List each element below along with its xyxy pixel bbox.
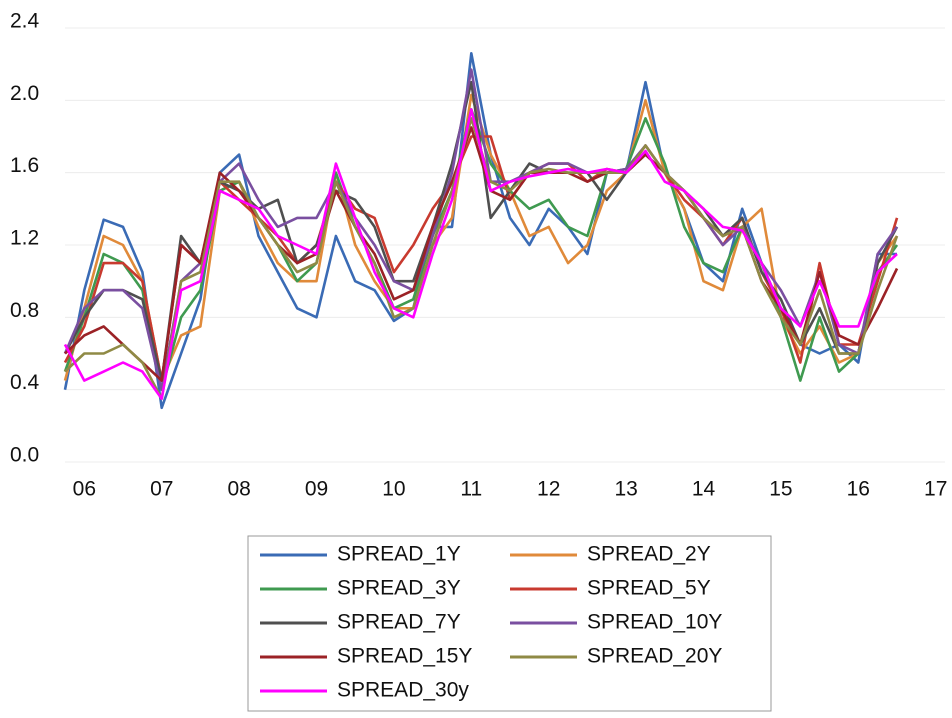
series-line [64,126,899,382]
x-tick-label: 11 [460,478,482,501]
x-tick-label: 12 [537,478,560,501]
y-tick-label: 0.0 [10,444,39,467]
legend-label: SPREAD_7Y [337,611,461,634]
y-tick-label: 2.4 [10,10,40,33]
y-tick-label: 1.2 [10,227,39,250]
x-tick-label: 10 [382,478,405,501]
x-tick-label: 06 [73,478,96,501]
legend-label: SPREAD_20Y [587,645,722,668]
series-line [63,68,899,391]
legend-label: SPREAD_30y [337,679,469,702]
x-tick-label: 17 [924,478,947,501]
x-tick-label: 16 [847,478,870,501]
x-tick-label: 08 [227,478,250,501]
y-tick-label: 0.4 [10,371,40,394]
y-tick-label: 1.6 [10,154,39,177]
x-tick-label: 09 [305,478,328,501]
x-tick-label: 07 [150,478,173,501]
x-tick-label: 15 [769,478,792,501]
y-tick-label: 2.0 [10,82,39,105]
legend-label: SPREAD_2Y [587,543,711,566]
x-tick-label: 14 [692,478,716,501]
legend-box [247,535,772,712]
series-line [63,108,898,400]
legend-label: SPREAD_15Y [337,645,472,668]
legend-label: SPREAD_5Y [587,577,711,600]
legend-label: SPREAD_10Y [587,611,722,634]
legend-label: SPREAD_1Y [337,543,461,566]
x-tick-label: 13 [614,478,637,501]
series-line [63,52,897,410]
legend-label: SPREAD_3Y [337,577,461,600]
y-tick-label: 0.8 [10,299,39,322]
